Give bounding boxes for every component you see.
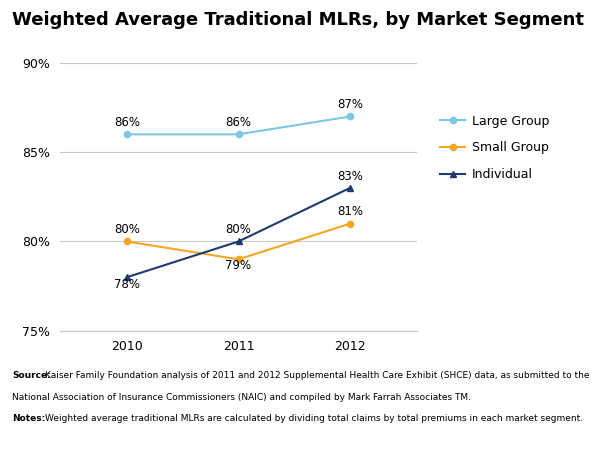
Large Group xyxy=(124,132,131,137)
Text: 80%: 80% xyxy=(114,223,140,236)
Text: 79%: 79% xyxy=(226,259,251,272)
Text: 81%: 81% xyxy=(337,205,363,218)
Small Group xyxy=(124,239,131,244)
Text: Weighted Average Traditional MLRs, by Market Segment: Weighted Average Traditional MLRs, by Ma… xyxy=(12,11,584,29)
Text: Source:: Source: xyxy=(12,371,51,380)
Text: 83%: 83% xyxy=(337,170,363,183)
Small Group xyxy=(235,256,242,262)
Individual xyxy=(346,185,353,191)
Text: THE HENRY J.: THE HENRY J. xyxy=(503,378,544,382)
Text: 86%: 86% xyxy=(114,116,140,129)
Large Group xyxy=(346,114,353,119)
Text: FOUNDATION: FOUNDATION xyxy=(499,422,548,431)
Individual xyxy=(235,239,242,244)
Text: Weighted average traditional MLRs are calculated by dividing total claims by tot: Weighted average traditional MLRs are ca… xyxy=(45,414,583,423)
Individual xyxy=(124,274,131,280)
Text: Notes:: Notes: xyxy=(12,414,45,423)
Legend: Large Group, Small Group, Individual: Large Group, Small Group, Individual xyxy=(435,110,554,186)
Line: Large Group: Large Group xyxy=(124,113,353,137)
Text: National Association of Insurance Commissioners (NAIC) and compiled by Mark Farr: National Association of Insurance Commis… xyxy=(12,393,471,402)
Text: Kaiser Family Foundation analysis of 2011 and 2012 Supplemental Health Care Exhi: Kaiser Family Foundation analysis of 201… xyxy=(45,371,589,380)
Small Group xyxy=(346,221,353,226)
Text: 86%: 86% xyxy=(226,116,251,129)
Line: Individual: Individual xyxy=(124,184,353,281)
Text: 87%: 87% xyxy=(337,98,363,111)
Text: FAMILY: FAMILY xyxy=(497,405,550,417)
Text: 78%: 78% xyxy=(114,279,140,292)
Text: 80%: 80% xyxy=(226,223,251,236)
Large Group xyxy=(235,132,242,137)
Line: Small Group: Small Group xyxy=(124,220,353,262)
Text: KAISER: KAISER xyxy=(496,389,551,402)
